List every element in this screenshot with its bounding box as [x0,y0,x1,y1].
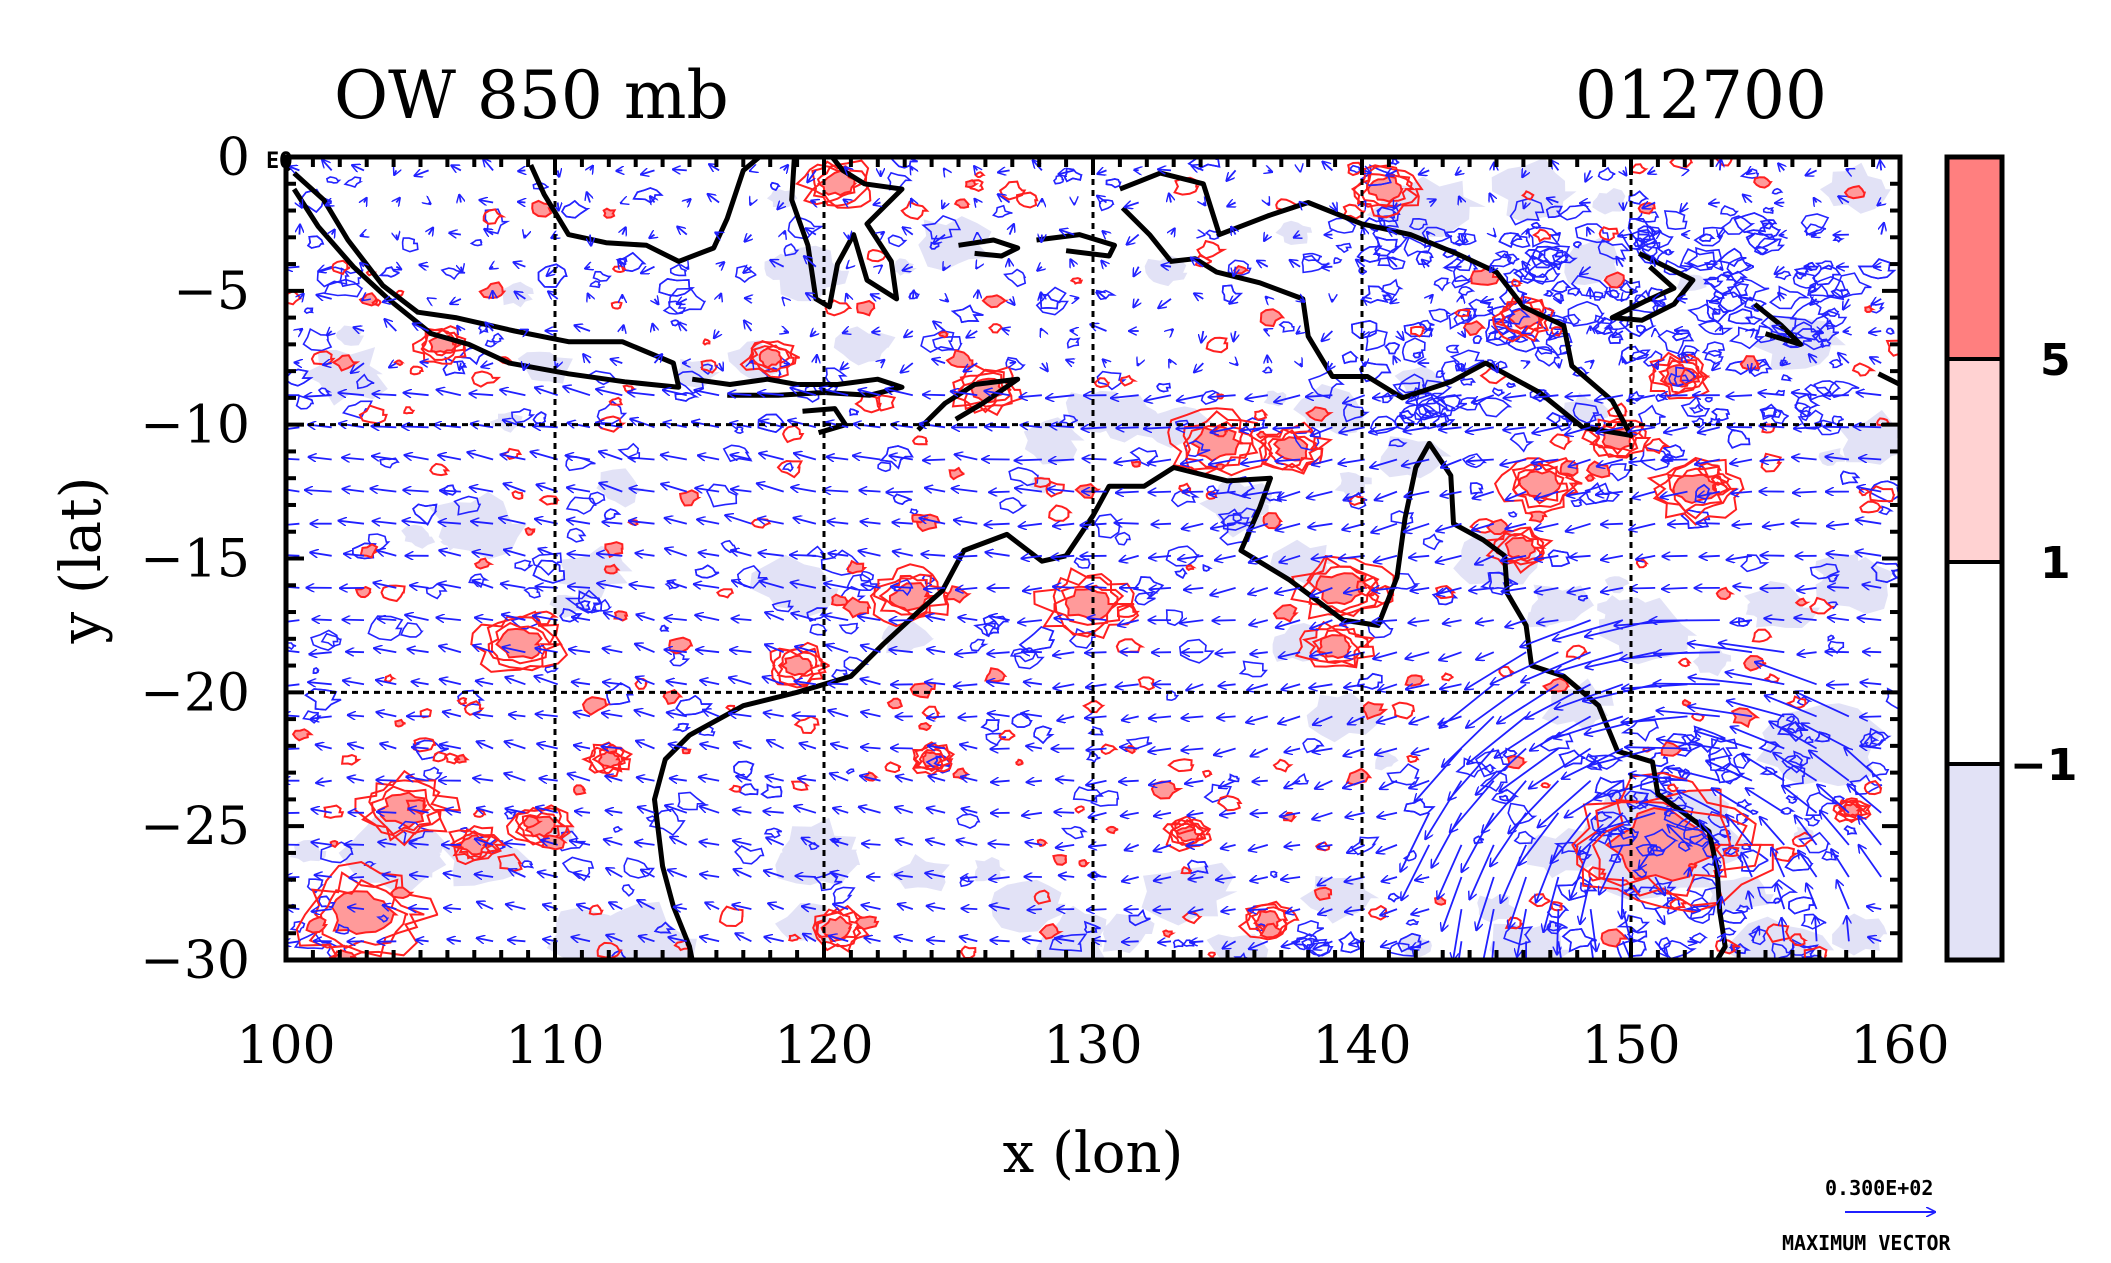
y-tick-label: −5 [173,262,250,322]
coastline [291,171,682,390]
coastline [958,237,1021,259]
x-tick-label: 110 [505,1016,604,1076]
colorbar-label-1: 1 [2040,538,2071,589]
colorbar: 5 1 −1 [1944,154,2077,963]
x-axis-label: x (lon) [1003,1121,1184,1186]
equator-label: EQ [266,149,293,174]
y-tick-label: −20 [140,663,250,723]
coastline [916,376,1021,432]
max-vector-value: 0.300E+02 [1825,1176,1933,1200]
map-title: OW 850 mb [334,57,729,134]
x-tick-label: 130 [1043,1016,1142,1076]
x-tick-label: 100 [236,1016,335,1076]
x-tick-labels: 100 110 120 130 140 150 160 [236,1016,1949,1076]
colorbar-band-weak-positive [1947,359,2002,562]
max-vector-legend: 0.300E+02 MAXIMUM VECTOR [1782,1176,1952,1255]
y-tick-label: −10 [140,396,250,456]
lat-lon-gridlines [286,157,1900,960]
coastline [1609,251,1696,323]
colorbar-band-negative [1947,764,2002,960]
coastline [1064,440,1728,960]
coastline [1877,371,1900,387]
coastline [802,406,848,436]
frame-minor-ticks [284,155,1902,962]
colorbar-label-minus1: −1 [2010,740,2077,791]
colorbar-band-strong-positive [1947,157,2002,359]
x-tick-label: 120 [774,1016,873,1076]
wind-vectors [286,159,1884,960]
y-tick-label: −15 [140,530,250,590]
colorbar-band-neutral [1947,562,2002,764]
y-tick-label: 0 [217,128,250,188]
coastline [1753,302,1803,347]
y-tick-label: −30 [140,931,250,991]
map-time-label: 012700 [1575,57,1827,134]
max-vector-caption: MAXIMUM VECTOR [1782,1231,1952,1255]
x-tick-label: 140 [1312,1016,1411,1076]
x-tick-label: 150 [1581,1016,1680,1076]
positive-ow-contours [286,157,1900,960]
y-tick-labels: 0 −5 −10 −15 −20 −25 −30 [140,128,250,991]
y-tick-label: −25 [140,797,250,857]
y-axis-label: y (lat) [49,477,114,645]
colorbar-label-5: 5 [2040,335,2071,386]
x-tick-label: 160 [1850,1016,1949,1076]
